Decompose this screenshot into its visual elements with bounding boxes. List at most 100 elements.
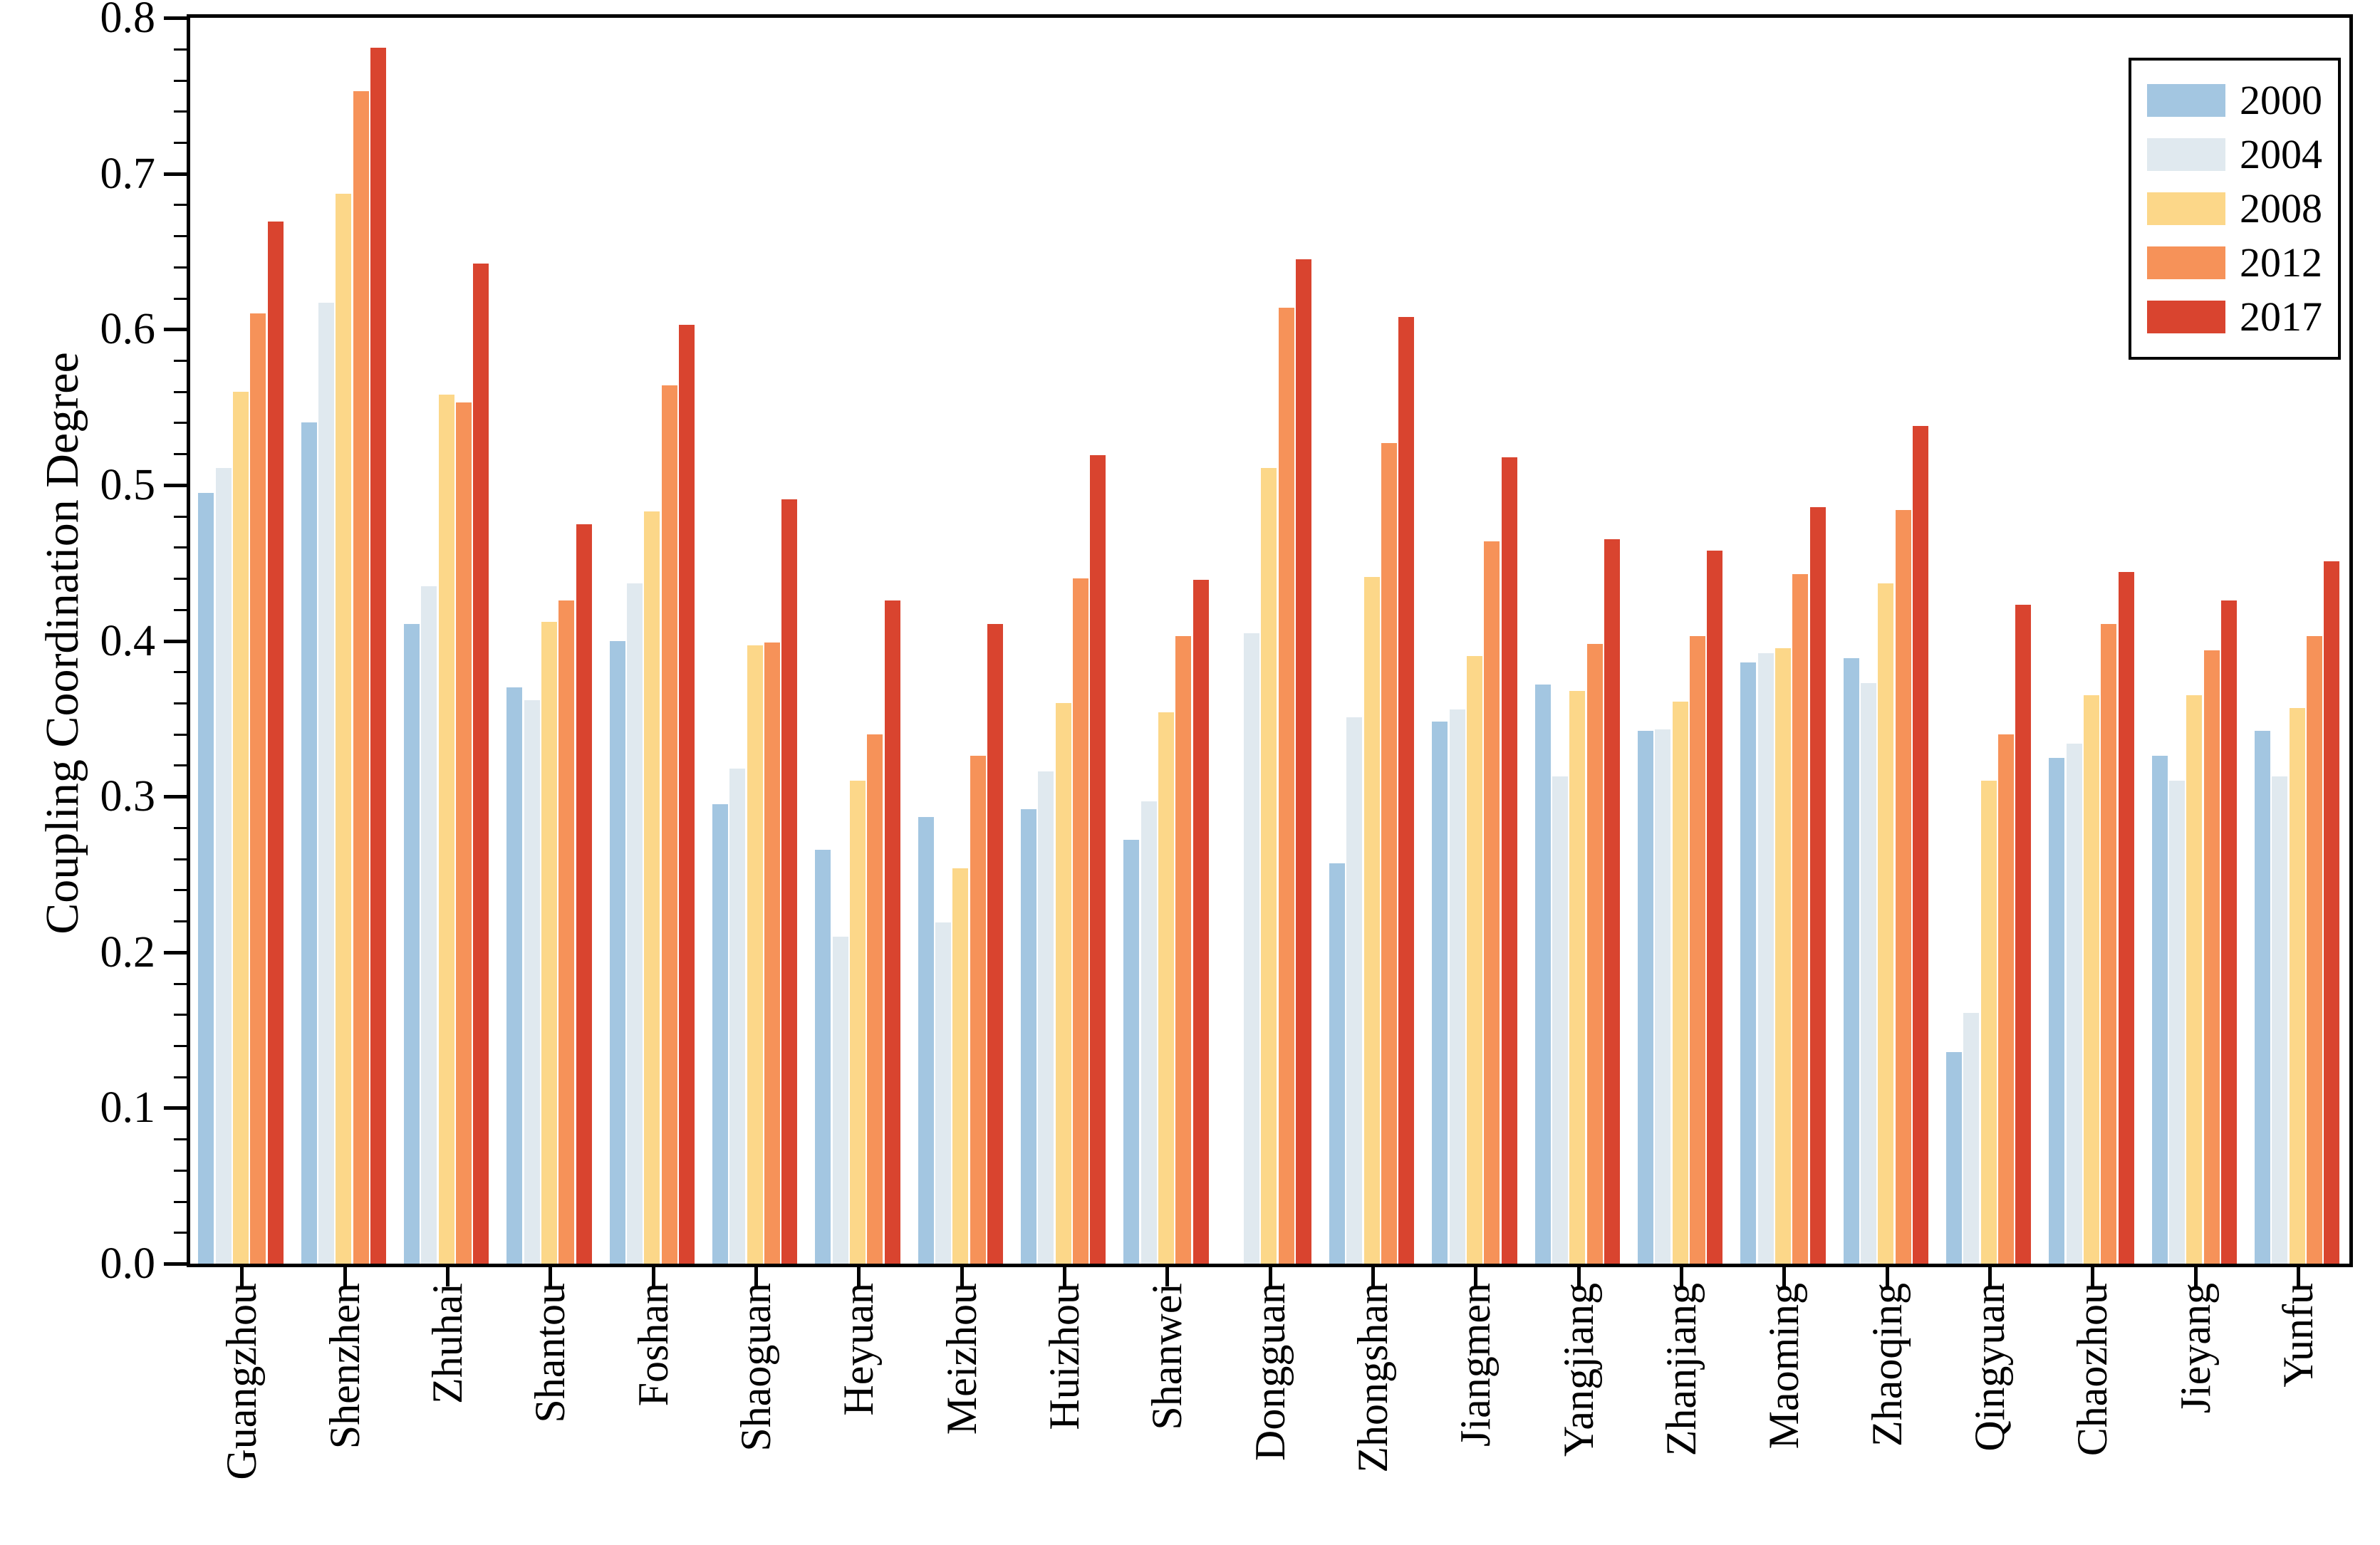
y-minor-tick bbox=[174, 48, 187, 51]
bar-maoming-2017 bbox=[1809, 506, 1826, 1264]
y-major-tick bbox=[164, 950, 187, 954]
bar-qingyuan-2008 bbox=[1980, 781, 1997, 1264]
bar-shenzhen-2008 bbox=[336, 194, 352, 1264]
x-category-label-zhaoqing: Zhaoqing bbox=[1863, 1283, 1911, 1447]
bar-jieyang-2008 bbox=[2186, 695, 2203, 1264]
bar-shantou-2000 bbox=[506, 687, 523, 1264]
legend-swatch-2004 bbox=[2147, 138, 2225, 171]
x-major-tick bbox=[1987, 1264, 1992, 1286]
legend-swatch-2017 bbox=[2147, 301, 2225, 333]
plot-area: 2000 2004 2008 2012 2017 bbox=[164, 14, 2353, 1286]
bar-shaoguan-2008 bbox=[747, 645, 763, 1264]
x-major-tick bbox=[754, 1264, 758, 1286]
x-major-tick bbox=[2296, 1264, 2300, 1286]
bar-qingyuan-2012 bbox=[1998, 734, 2014, 1264]
legend: 2000 2004 2008 2012 2017 bbox=[2129, 58, 2341, 360]
x-major-tick bbox=[857, 1264, 861, 1286]
bar-zhaoqing-2000 bbox=[1843, 657, 1859, 1264]
bar-meizhou-2017 bbox=[987, 623, 1004, 1264]
y-minor-tick bbox=[174, 390, 187, 393]
x-category-label-meizhou: Meizhou bbox=[937, 1283, 985, 1435]
y-minor-tick bbox=[174, 608, 187, 611]
y-minor-tick bbox=[174, 297, 187, 300]
bar-shenzhen-2012 bbox=[353, 90, 369, 1264]
legend-swatch-2012 bbox=[2147, 246, 2225, 279]
y-minor-tick bbox=[174, 360, 187, 362]
y-minor-tick bbox=[174, 141, 187, 144]
y-tick-label: 0.0 bbox=[100, 1239, 156, 1288]
x-major-tick bbox=[1268, 1264, 1272, 1286]
bar-yunfu-2017 bbox=[2324, 561, 2340, 1264]
y-minor-tick bbox=[174, 515, 187, 518]
bar-foshan-2004 bbox=[626, 583, 643, 1264]
bar-yangjiang-2012 bbox=[1586, 643, 1603, 1264]
y-minor-tick bbox=[174, 764, 187, 767]
y-axis-title: Coupling Coordination Degree bbox=[36, 352, 88, 935]
y-minor-tick bbox=[174, 1200, 187, 1203]
y-minor-tick bbox=[174, 733, 187, 736]
bar-guangzhou-2004 bbox=[215, 467, 232, 1264]
bar-zhaoqing-2004 bbox=[1860, 682, 1876, 1264]
y-minor-tick bbox=[174, 578, 187, 581]
x-category-label-jieyang: Jieyang bbox=[2171, 1283, 2219, 1414]
bar-jieyang-2000 bbox=[2151, 756, 2168, 1264]
bar-dongguan-2008 bbox=[1261, 467, 1277, 1264]
y-minor-tick bbox=[174, 422, 187, 425]
y-tick-label: 0.1 bbox=[100, 1083, 156, 1133]
bar-zhaoqing-2017 bbox=[1913, 425, 1929, 1264]
bar-foshan-2000 bbox=[609, 640, 625, 1264]
x-major-tick bbox=[960, 1264, 964, 1286]
bar-zhanjiang-2012 bbox=[1690, 635, 1705, 1264]
bar-shaoguan-2004 bbox=[729, 768, 746, 1264]
y-major-tick bbox=[164, 328, 187, 332]
y-minor-tick bbox=[174, 858, 187, 860]
y-minor-tick bbox=[174, 110, 187, 113]
legend-label: 2008 bbox=[2240, 185, 2322, 232]
bar-guangzhou-2008 bbox=[233, 391, 249, 1264]
bar-huizhou-2008 bbox=[1055, 703, 1071, 1264]
bar-jiangmen-2000 bbox=[1432, 722, 1448, 1264]
bar-maoming-2004 bbox=[1757, 653, 1774, 1264]
bar-shaoguan-2000 bbox=[712, 804, 728, 1264]
x-major-tick bbox=[549, 1264, 553, 1286]
y-minor-tick bbox=[174, 671, 187, 674]
x-major-tick bbox=[1474, 1264, 1478, 1286]
x-category-label-shaoguan: Shaoguan bbox=[732, 1283, 779, 1452]
bar-chaozhou-2000 bbox=[2049, 757, 2065, 1264]
y-major-tick bbox=[164, 1262, 187, 1266]
y-minor-tick bbox=[174, 982, 187, 985]
x-category-label-foshan: Foshan bbox=[629, 1283, 677, 1407]
bar-zhuhai-2012 bbox=[456, 402, 472, 1264]
y-major-tick bbox=[164, 483, 187, 487]
bar-chaozhou-2017 bbox=[2118, 572, 2134, 1264]
y-tick-label: 0.8 bbox=[100, 0, 156, 42]
x-category-label-qingyuan: Qingyuan bbox=[1965, 1283, 2013, 1452]
bar-zhuhai-2004 bbox=[421, 586, 437, 1264]
bar-shaoguan-2017 bbox=[781, 499, 798, 1264]
bar-yunfu-2000 bbox=[2254, 731, 2270, 1264]
y-tick-label: 0.5 bbox=[100, 460, 156, 509]
bar-maoming-2012 bbox=[1792, 573, 1809, 1264]
bar-heyuan-2008 bbox=[850, 781, 866, 1264]
x-category-label-guangzhou: Guangzhou bbox=[218, 1283, 266, 1480]
bar-shantou-2004 bbox=[524, 699, 540, 1264]
legend-label: 2000 bbox=[2240, 77, 2322, 123]
bar-shenzhen-2000 bbox=[301, 422, 317, 1264]
bar-maoming-2000 bbox=[1740, 662, 1757, 1264]
bar-zhaoqing-2008 bbox=[1878, 583, 1894, 1264]
bar-zhongshan-2017 bbox=[1398, 316, 1415, 1264]
bar-dongguan-2004 bbox=[1243, 633, 1259, 1264]
bar-maoming-2008 bbox=[1775, 648, 1791, 1264]
bar-yangjiang-2000 bbox=[1534, 684, 1551, 1264]
y-minor-tick bbox=[174, 204, 187, 207]
x-major-tick bbox=[2091, 1264, 2095, 1286]
y-minor-tick bbox=[174, 235, 187, 238]
x-major-tick bbox=[1371, 1264, 1375, 1286]
bar-yunfu-2004 bbox=[2272, 776, 2288, 1264]
x-major-tick bbox=[240, 1264, 244, 1286]
bar-yangjiang-2004 bbox=[1552, 776, 1568, 1264]
bar-zhanjiang-2004 bbox=[1655, 729, 1671, 1264]
legend-item-2012: 2012 bbox=[2147, 236, 2322, 290]
bar-heyuan-2017 bbox=[884, 600, 900, 1264]
bar-dongguan-2012 bbox=[1278, 307, 1294, 1264]
